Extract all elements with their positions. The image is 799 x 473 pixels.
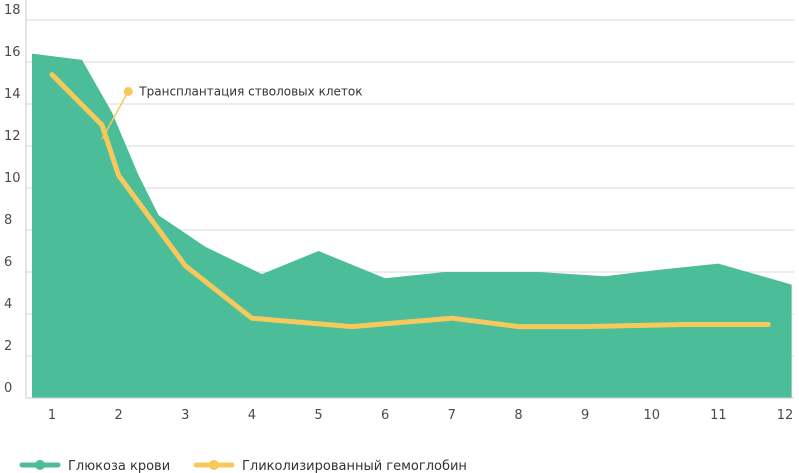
series-line-hba1c <box>49 72 771 330</box>
y-axis: 0 2 4 6 8 10 12 14 16 18 <box>4 0 27 398</box>
y-tick-label: 8 <box>4 213 12 228</box>
y-tick-label: 12 <box>4 129 21 144</box>
x-tick-label: 2 <box>114 408 122 423</box>
line-layer <box>49 72 771 330</box>
x-tick-label: 7 <box>448 408 456 423</box>
y-tick-label: 0 <box>4 381 12 396</box>
legend: Глюкоза крови Гликолизированный гемоглоби… <box>19 459 467 473</box>
y-tick-label: 18 <box>4 3 21 18</box>
x-tick-label: 11 <box>710 408 727 423</box>
y-tick-label: 10 <box>4 171 21 186</box>
legend-swatch-dot <box>209 460 219 470</box>
x-tick-label: 9 <box>581 408 589 423</box>
x-tick-label: 1 <box>48 408 56 423</box>
y-tick-label: 2 <box>4 339 12 354</box>
annotation-dot <box>123 87 133 96</box>
x-tick-label: 5 <box>314 408 322 423</box>
x-tick-label: 8 <box>514 408 522 423</box>
x-tick-label: 3 <box>181 408 189 423</box>
legend-glucose: Глюкоза крови <box>19 459 170 473</box>
series-area-glucose <box>32 53 792 398</box>
x-tick-label: 12 <box>777 408 794 423</box>
annotation-label: Трансплантация стволовых клеток <box>138 85 362 99</box>
legend-swatch-dot <box>35 460 45 470</box>
area-layer <box>32 53 792 398</box>
x-tick-label: 10 <box>643 408 660 423</box>
y-tick-label: 6 <box>4 255 12 270</box>
annotation-layer: Трансплантация стволовых клеток <box>101 85 362 140</box>
x-tick-label: 6 <box>381 408 389 423</box>
x-tick-label: 4 <box>248 408 256 423</box>
y-tick-label: 14 <box>4 87 21 102</box>
legend-label: Глюкоза крови <box>68 459 170 473</box>
legend-hba1c: Гликолизированный гемоглобин <box>193 459 467 473</box>
annotation-leader <box>101 91 129 140</box>
y-tick-label: 16 <box>4 45 21 60</box>
x-axis: 1 2 3 4 5 6 7 8 9 10 11 12 <box>26 397 794 423</box>
y-tick-label: 4 <box>4 297 12 312</box>
legend-label: Гликолизированный гемоглобин <box>242 459 467 473</box>
